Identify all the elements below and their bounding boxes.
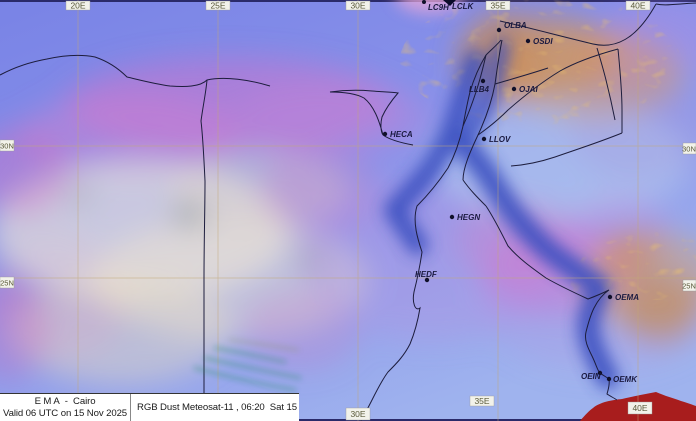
svg-text:OJAI: OJAI xyxy=(519,85,538,94)
svg-text:LLB4: LLB4 xyxy=(469,85,490,94)
svg-text:OEMK: OEMK xyxy=(613,375,638,384)
svg-text:OEIN: OEIN xyxy=(581,372,601,381)
svg-text:OLBA: OLBA xyxy=(504,21,527,30)
svg-text:30E: 30E xyxy=(350,1,365,11)
svg-text:HEDF: HEDF xyxy=(415,270,438,279)
svg-text:OEMA: OEMA xyxy=(615,293,639,302)
svg-text:HEGN: HEGN xyxy=(457,213,480,222)
svg-text:LCLK: LCLK xyxy=(452,2,475,11)
svg-text:HECA: HECA xyxy=(390,130,413,139)
svg-text:40E: 40E xyxy=(630,1,645,11)
svg-text:20E: 20E xyxy=(70,1,85,11)
svg-text:30N: 30N xyxy=(0,142,14,151)
svg-text:30E: 30E xyxy=(350,409,365,419)
svg-text:25N: 25N xyxy=(0,279,14,288)
svg-text:LLOV: LLOV xyxy=(489,135,511,144)
svg-text:40E: 40E xyxy=(632,403,647,413)
svg-text:OSDI: OSDI xyxy=(533,37,553,46)
svg-text:25E: 25E xyxy=(210,1,225,11)
svg-text:35E: 35E xyxy=(490,1,505,11)
svg-text:25N: 25N xyxy=(682,282,696,291)
svg-text:30N: 30N xyxy=(682,145,696,154)
svg-text:35E: 35E xyxy=(474,396,489,406)
svg-text:LC9H: LC9H xyxy=(428,3,449,12)
